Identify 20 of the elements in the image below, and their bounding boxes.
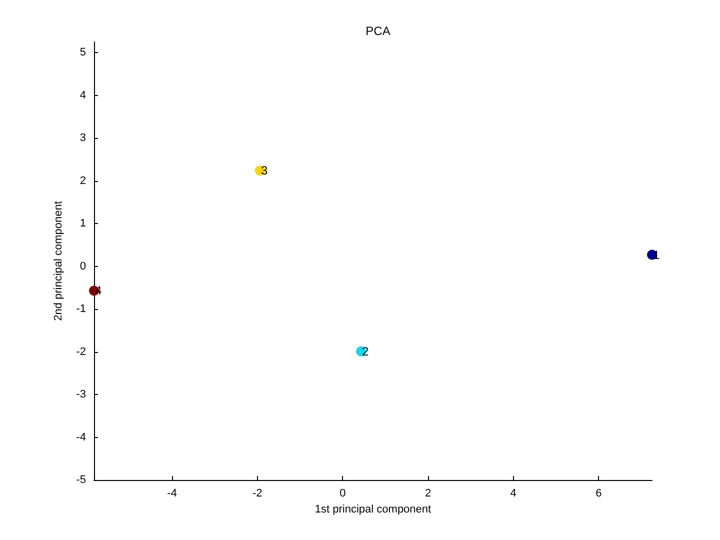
y-axis-title: 2nd principal component (52, 201, 64, 321)
y-tick-label: 4 (80, 89, 86, 102)
y-tick-label: 0 (80, 260, 86, 272)
x-tick-label: -4 (167, 488, 177, 500)
y-tick-label: 3 (80, 132, 86, 144)
y-tick-label: 1 (80, 218, 86, 230)
x-tick-label: -2 (252, 488, 262, 500)
x-tick-label: 0 (340, 488, 346, 500)
y-tick-label: -5 (76, 474, 86, 486)
y-tick-label: -4 (76, 431, 86, 444)
x-axis-title: 1st principal component (314, 503, 432, 516)
y-tick-label: -3 (76, 388, 86, 401)
y-tick-label: 5 (80, 46, 86, 59)
x-tick-label: 4 (510, 488, 516, 500)
y-tick-label: 2 (80, 174, 86, 187)
chart-title: PCA (366, 24, 390, 38)
x-tick-label: 6 (596, 488, 602, 500)
y-tick-label: -2 (76, 346, 86, 358)
x-tick-label: 2 (424, 488, 432, 500)
y-tick-label: -1 (76, 303, 86, 316)
